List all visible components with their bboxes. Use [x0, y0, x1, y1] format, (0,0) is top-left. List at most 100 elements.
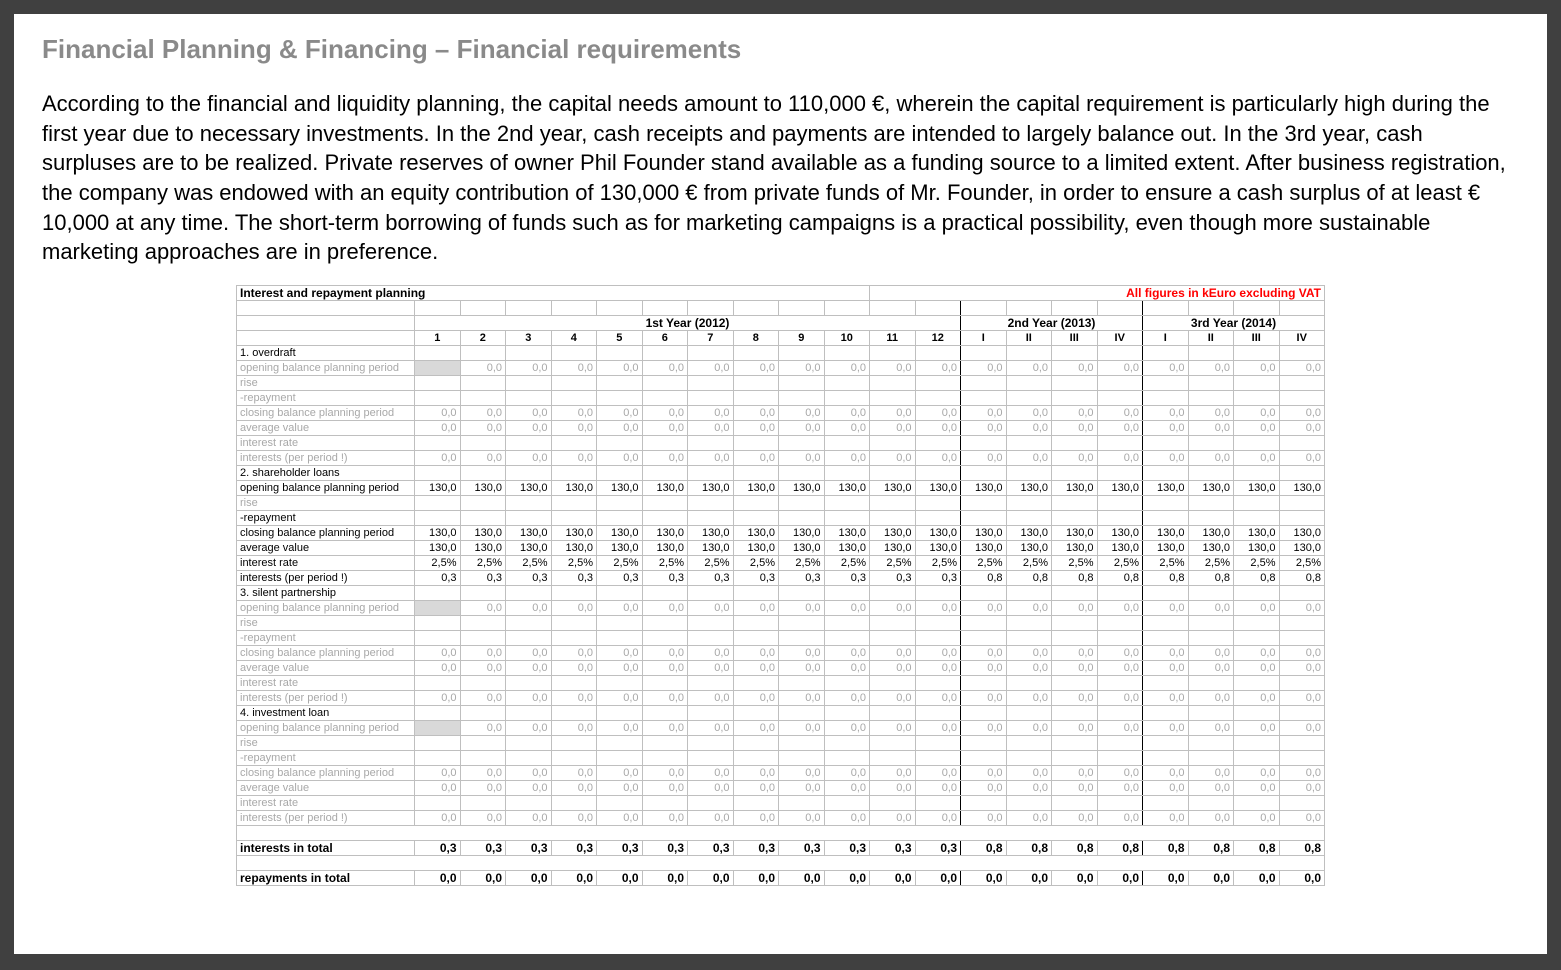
cell: 0,0 — [506, 421, 552, 436]
cell — [733, 511, 779, 526]
cell: 0,0 — [506, 601, 552, 616]
total-cell: 0,8 — [961, 841, 1007, 856]
cell — [870, 751, 916, 766]
cell: 0,8 — [961, 571, 1007, 586]
period-header: 2 — [460, 331, 506, 346]
cell: 0,0 — [1188, 721, 1234, 736]
cell — [1234, 616, 1280, 631]
cell — [915, 676, 961, 691]
cell — [1052, 511, 1098, 526]
total-cell: 0,3 — [824, 841, 870, 856]
cell — [915, 736, 961, 751]
cell — [1234, 751, 1280, 766]
cell — [415, 496, 461, 511]
cell: 0,0 — [460, 361, 506, 376]
cell: 130,0 — [1188, 481, 1234, 496]
cell — [733, 496, 779, 511]
cell: 0,0 — [915, 766, 961, 781]
cell — [415, 676, 461, 691]
cell — [915, 391, 961, 406]
cell — [642, 376, 688, 391]
period-header: IV — [1279, 331, 1325, 346]
cell: 0,8 — [1279, 571, 1325, 586]
cell — [688, 676, 734, 691]
cell: 0,0 — [1188, 691, 1234, 706]
cell: 0,0 — [1279, 361, 1325, 376]
cell: 0,0 — [415, 781, 461, 796]
cell — [824, 796, 870, 811]
cell — [733, 676, 779, 691]
total-cell: 0,0 — [642, 871, 688, 886]
cell: 0,0 — [1006, 691, 1052, 706]
cell: 0,8 — [1052, 571, 1098, 586]
cell — [1188, 511, 1234, 526]
cell — [961, 616, 1007, 631]
cell — [1234, 376, 1280, 391]
cell — [1097, 511, 1143, 526]
period-header: 5 — [597, 331, 643, 346]
cell — [688, 376, 734, 391]
cell: 0,0 — [506, 661, 552, 676]
cell: 0,0 — [460, 406, 506, 421]
cell — [688, 511, 734, 526]
cell: 0,0 — [688, 646, 734, 661]
cell — [1052, 391, 1098, 406]
cell: 0,0 — [460, 766, 506, 781]
cell: 0,0 — [642, 811, 688, 826]
cell — [870, 496, 916, 511]
cell — [506, 616, 552, 631]
total-cell: 0,8 — [1143, 841, 1189, 856]
cell: 0,0 — [506, 781, 552, 796]
cell — [1143, 751, 1189, 766]
cell: 0,0 — [870, 601, 916, 616]
row-label: opening balance planning period — [237, 721, 415, 736]
cell: 0,3 — [551, 571, 597, 586]
page-heading: Financial Planning & Financing – Financi… — [42, 34, 1519, 65]
cell — [1234, 631, 1280, 646]
cell: 0,0 — [824, 601, 870, 616]
cell — [1052, 796, 1098, 811]
cell: 0,0 — [915, 721, 961, 736]
cell — [1143, 376, 1189, 391]
cell — [551, 436, 597, 451]
section-header: 3. silent partnership — [237, 586, 415, 601]
cell — [779, 496, 825, 511]
row-label: opening balance planning period — [237, 601, 415, 616]
cell — [1052, 616, 1098, 631]
cell: 0,0 — [1234, 811, 1280, 826]
cell — [1052, 676, 1098, 691]
cell: 0,0 — [415, 451, 461, 466]
cell — [1188, 376, 1234, 391]
cell — [506, 376, 552, 391]
cell: 0,0 — [688, 361, 734, 376]
cell — [961, 631, 1007, 646]
cell: 0,0 — [824, 811, 870, 826]
cell: 130,0 — [642, 526, 688, 541]
cell: 2,5% — [1006, 556, 1052, 571]
cell — [824, 436, 870, 451]
cell: 0,0 — [1143, 781, 1189, 796]
cell: 130,0 — [961, 481, 1007, 496]
cell — [597, 736, 643, 751]
cell: 130,0 — [688, 541, 734, 556]
cell: 0,0 — [460, 646, 506, 661]
cell — [915, 751, 961, 766]
cell: 0,0 — [597, 646, 643, 661]
cell: 130,0 — [1279, 541, 1325, 556]
cell — [961, 796, 1007, 811]
period-header: II — [1188, 331, 1234, 346]
cell: 0,0 — [551, 601, 597, 616]
cell: 0,0 — [688, 811, 734, 826]
cell: 0,0 — [642, 406, 688, 421]
cell: 0,0 — [870, 421, 916, 436]
total-row-label: interests in total — [237, 841, 415, 856]
total-cell: 0,3 — [688, 841, 734, 856]
cell: 0,0 — [1097, 646, 1143, 661]
cell — [597, 616, 643, 631]
cell — [415, 751, 461, 766]
cell — [1279, 796, 1325, 811]
cell: 0,0 — [870, 811, 916, 826]
cell: 0,0 — [915, 361, 961, 376]
document-page: Financial Planning & Financing – Financi… — [14, 14, 1547, 954]
cell — [551, 796, 597, 811]
